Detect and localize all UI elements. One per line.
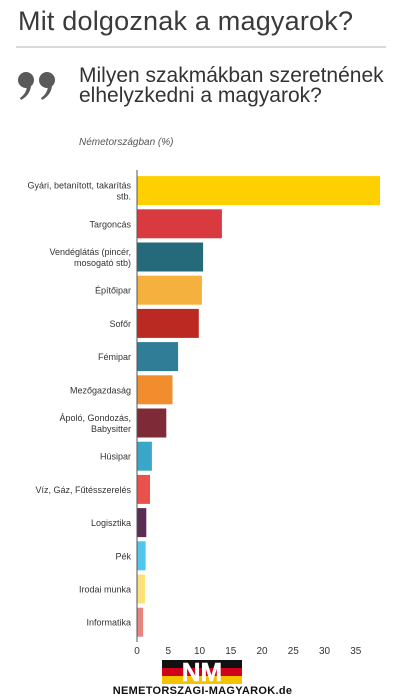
category-label: Gyári, betanított, takarítás (27, 181, 131, 191)
bar (137, 308, 199, 338)
x-tick-label: 0 (134, 646, 140, 657)
x-tick-label: 25 (288, 646, 300, 657)
quote-icon (18, 72, 55, 100)
category-label: Sofőr (109, 319, 131, 329)
bar (137, 375, 173, 405)
bar (137, 441, 152, 471)
bar (137, 408, 167, 438)
category-label: Irodai munka (79, 585, 131, 595)
page-title: Mit dolgoznak a magyarok? (18, 6, 354, 36)
x-tick-label: 10 (194, 646, 206, 657)
category-label: mosogató stb) (74, 258, 131, 268)
category-label: stb. (116, 192, 131, 202)
category-label: Babysitter (91, 424, 131, 434)
category-label: Építőipar (95, 286, 131, 296)
category-label: Mezőgazdaság (70, 385, 131, 395)
chart-subtitle: Németországban (%) (79, 137, 174, 148)
category-label: Targoncás (89, 219, 131, 229)
category-label: Vendéglátás (pincér, (49, 247, 131, 257)
bar (137, 242, 204, 272)
bar (137, 508, 147, 538)
bar (137, 176, 380, 206)
bar (137, 342, 179, 372)
bar (137, 209, 222, 239)
x-tick-label: 5 (166, 646, 172, 657)
category-label: Víz, Gáz, Fűtésszerelés (35, 485, 131, 495)
bar (137, 474, 150, 504)
category-label: Fémipar (98, 352, 131, 362)
bar (137, 541, 146, 571)
nm-logo: NM (162, 660, 242, 686)
site-name: NEMETORSZAGI-MAGYAROK.de (112, 685, 293, 697)
chart-title: Milyen szakmákban szeretnének elhelyzked… (79, 64, 384, 107)
x-tick-label: 35 (350, 646, 362, 657)
category-label: Logisztika (91, 518, 131, 528)
category-label: Ápoló, Gondozás, (59, 413, 131, 423)
x-tick-label: 20 (256, 646, 268, 657)
x-tick-label: 30 (319, 646, 331, 657)
bar (137, 607, 144, 637)
title-divider (16, 46, 386, 48)
bar (137, 275, 202, 305)
category-label: Pék (115, 551, 131, 561)
logo-text: NM (182, 660, 222, 686)
bar (137, 574, 145, 604)
x-tick-label: 15 (225, 646, 237, 657)
category-label: Húsipar (100, 452, 131, 462)
category-label: Informatika (86, 618, 131, 628)
